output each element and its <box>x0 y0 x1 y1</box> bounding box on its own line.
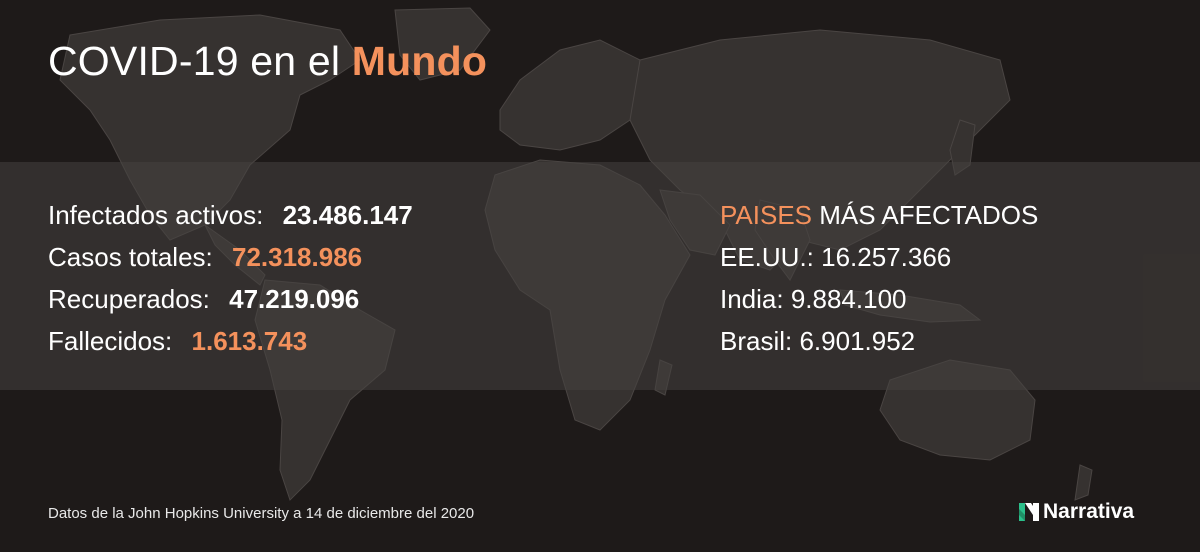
source-footnote: Datos de la John Hopkins University a 14… <box>48 505 475 522</box>
stat-value: 1.613.743 <box>191 326 308 356</box>
stat-label: Fallecidos: <box>48 326 173 356</box>
stat-value: 72.318.986 <box>231 242 363 272</box>
logo-text: Narrativa <box>1043 500 1135 523</box>
most-affected-countries: PAISES MÁS AFECTADOS EE.UU.: 16.257.366 … <box>720 194 1038 362</box>
stat-row-total: Casos totales: 72.318.986 <box>48 236 413 278</box>
country-row: India: 9.884.100 <box>720 284 907 314</box>
stat-label: Casos totales: <box>48 242 213 272</box>
country-row: Brasil: 6.901.952 <box>720 326 916 356</box>
countries-heading-rest: MÁS AFECTADOS <box>819 200 1039 230</box>
page-title: COVID-19 en el Mundo <box>48 38 487 85</box>
stat-row-deaths: Fallecidos: 1.613.743 <box>48 320 413 362</box>
stat-row-active: Infectados activos: 23.486.147 <box>48 194 413 236</box>
new-zealand-shape <box>1074 464 1093 501</box>
stat-label: Recuperados: <box>48 284 210 314</box>
title-highlight: Mundo <box>351 38 488 84</box>
greenland-shape <box>394 7 491 81</box>
global-stats: Infectados activos: 23.486.147 Casos tot… <box>48 194 413 362</box>
country-row: EE.UU.: 16.257.366 <box>720 242 952 272</box>
europe-shape <box>499 39 651 151</box>
countries-heading: PAISES MÁS AFECTADOS <box>720 194 1038 236</box>
stats-band <box>0 162 1200 390</box>
countries-heading-highlight: PAISES <box>720 200 813 230</box>
stat-label: Infectados activos: <box>48 200 264 230</box>
stat-row-recovered: Recuperados: 47.219.096 <box>48 278 413 320</box>
title-prefix: COVID-19 en el <box>48 38 341 84</box>
narrativa-n-icon <box>1019 503 1039 521</box>
stat-value: 23.486.147 <box>282 200 413 230</box>
stat-value: 47.219.096 <box>229 284 360 314</box>
narrativa-logo: Narrativa <box>1018 500 1134 524</box>
